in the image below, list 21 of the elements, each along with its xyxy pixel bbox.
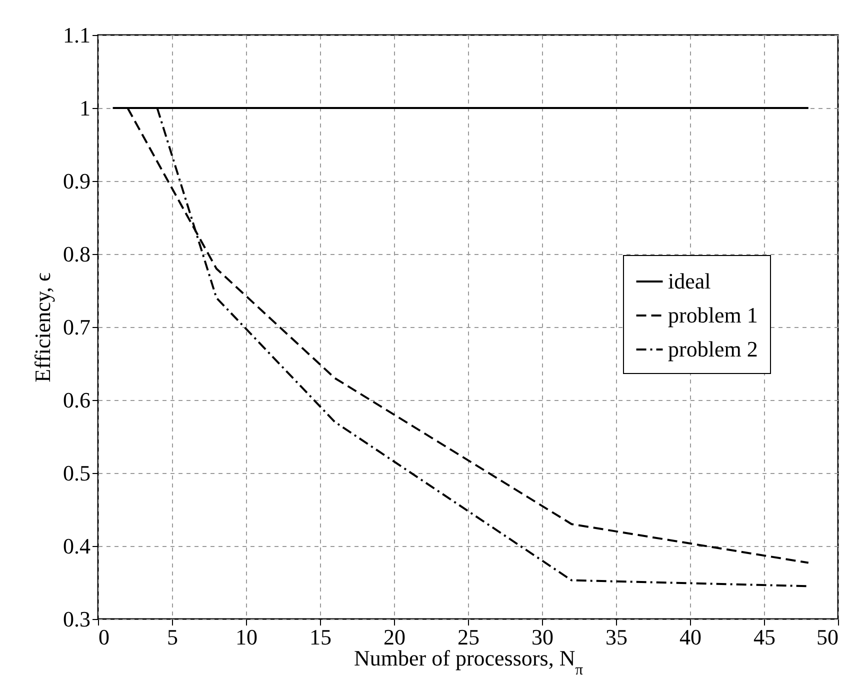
- y-tick-label: 0.9: [63, 168, 90, 194]
- y-tick-label: 1: [80, 96, 90, 120]
- y-tick-label: 0.7: [63, 314, 90, 340]
- y-tick-label: 0.8: [63, 242, 90, 266]
- x-tick-label: 45: [754, 624, 776, 650]
- x-tick-label: 50: [816, 624, 838, 650]
- y-axis-title: Efficiency, ϵ: [30, 272, 55, 382]
- legend-label: ideal: [668, 268, 711, 294]
- legend-label: problem 1: [668, 302, 758, 328]
- y-tick-label: 1.1: [63, 22, 90, 48]
- x-tick-label: 15: [310, 624, 332, 650]
- x-tick-label: 10: [236, 624, 258, 650]
- y-tick-label: 0.3: [63, 606, 90, 632]
- x-tick-label: 0: [98, 624, 110, 650]
- y-tick-label: 0.4: [63, 534, 90, 558]
- x-tick-label: 40: [680, 624, 702, 650]
- x-tick-label: 5: [167, 624, 178, 650]
- x-tick-label: 35: [606, 624, 628, 650]
- y-tick-label: 0.5: [63, 460, 90, 486]
- legend-label: problem 2: [668, 336, 758, 362]
- y-tick-label: 0.6: [63, 388, 90, 412]
